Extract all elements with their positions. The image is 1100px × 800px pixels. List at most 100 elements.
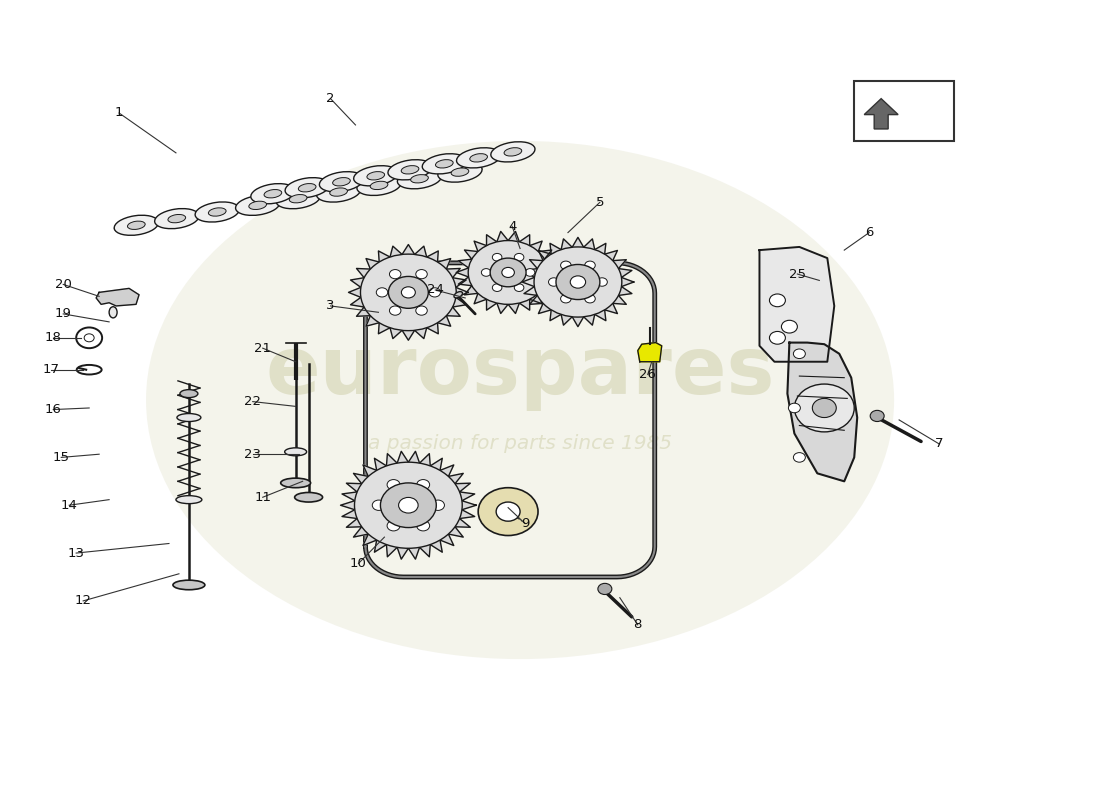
Circle shape (556, 265, 600, 299)
Ellipse shape (285, 178, 329, 198)
Text: 26: 26 (639, 368, 657, 381)
Circle shape (570, 276, 585, 288)
Text: 1: 1 (114, 106, 123, 119)
Polygon shape (865, 98, 898, 129)
FancyBboxPatch shape (855, 81, 954, 141)
Circle shape (416, 306, 427, 315)
Circle shape (431, 500, 444, 510)
Circle shape (482, 269, 491, 276)
Ellipse shape (470, 154, 487, 162)
Ellipse shape (176, 496, 202, 504)
Circle shape (361, 254, 456, 330)
Ellipse shape (438, 162, 482, 182)
Circle shape (597, 278, 607, 286)
Circle shape (526, 269, 535, 276)
Ellipse shape (332, 178, 350, 186)
Circle shape (769, 331, 785, 344)
Polygon shape (456, 231, 560, 314)
Text: 10: 10 (350, 557, 367, 570)
Circle shape (478, 488, 538, 535)
Ellipse shape (173, 580, 205, 590)
Ellipse shape (249, 201, 266, 210)
Circle shape (402, 286, 416, 298)
Ellipse shape (317, 182, 361, 202)
Ellipse shape (410, 174, 428, 183)
Circle shape (515, 284, 524, 291)
Circle shape (561, 261, 571, 270)
Polygon shape (341, 451, 476, 559)
Ellipse shape (208, 208, 227, 216)
Circle shape (561, 294, 571, 303)
Circle shape (416, 270, 427, 278)
Text: a passion for parts since 1985: a passion for parts since 1985 (368, 434, 672, 454)
Text: 20: 20 (55, 278, 72, 291)
Circle shape (429, 288, 440, 297)
Polygon shape (788, 342, 857, 482)
Text: 5: 5 (595, 196, 604, 209)
Polygon shape (522, 238, 634, 326)
Text: 25: 25 (789, 267, 806, 281)
Ellipse shape (422, 154, 466, 174)
Text: 19: 19 (55, 307, 72, 321)
Ellipse shape (330, 188, 348, 196)
Circle shape (493, 254, 502, 261)
Circle shape (417, 521, 430, 531)
Text: 3: 3 (327, 299, 334, 313)
Circle shape (389, 270, 400, 278)
Text: 9: 9 (521, 517, 529, 530)
Ellipse shape (397, 169, 441, 189)
Ellipse shape (114, 215, 158, 235)
Ellipse shape (371, 182, 388, 190)
Circle shape (549, 278, 559, 286)
Text: eurospares: eurospares (265, 333, 774, 411)
Ellipse shape (146, 141, 894, 659)
Ellipse shape (456, 148, 501, 168)
Circle shape (387, 479, 400, 490)
Circle shape (381, 483, 437, 527)
Circle shape (491, 258, 526, 286)
Ellipse shape (285, 448, 307, 456)
Circle shape (793, 453, 805, 462)
Ellipse shape (367, 171, 385, 180)
Ellipse shape (295, 493, 322, 502)
Ellipse shape (235, 195, 279, 215)
Ellipse shape (388, 160, 432, 180)
Ellipse shape (195, 202, 240, 222)
Text: 16: 16 (45, 403, 62, 416)
Circle shape (493, 284, 502, 291)
Ellipse shape (109, 306, 117, 318)
Circle shape (85, 334, 95, 342)
Ellipse shape (180, 390, 198, 398)
Ellipse shape (504, 148, 521, 156)
Polygon shape (96, 288, 139, 306)
Ellipse shape (155, 209, 199, 229)
Text: 13: 13 (68, 546, 85, 559)
Polygon shape (349, 245, 469, 340)
Circle shape (794, 384, 855, 432)
Circle shape (585, 294, 595, 303)
Text: 2: 2 (327, 92, 334, 105)
Polygon shape (759, 247, 834, 362)
Ellipse shape (128, 221, 145, 230)
Ellipse shape (451, 168, 469, 176)
Circle shape (812, 398, 836, 418)
Text: 18: 18 (45, 331, 62, 344)
Circle shape (388, 277, 428, 308)
Text: 14: 14 (60, 498, 78, 512)
Ellipse shape (177, 414, 201, 422)
Circle shape (502, 267, 515, 278)
Circle shape (534, 247, 622, 317)
Circle shape (372, 500, 385, 510)
Ellipse shape (319, 172, 363, 192)
Circle shape (781, 320, 798, 333)
Text: 22: 22 (244, 395, 262, 408)
Ellipse shape (168, 214, 186, 222)
Ellipse shape (454, 292, 462, 298)
Ellipse shape (436, 160, 453, 168)
Ellipse shape (402, 166, 419, 174)
Text: 8: 8 (634, 618, 642, 631)
Circle shape (469, 241, 548, 304)
Circle shape (585, 261, 595, 270)
Circle shape (354, 462, 462, 548)
Circle shape (870, 410, 884, 422)
